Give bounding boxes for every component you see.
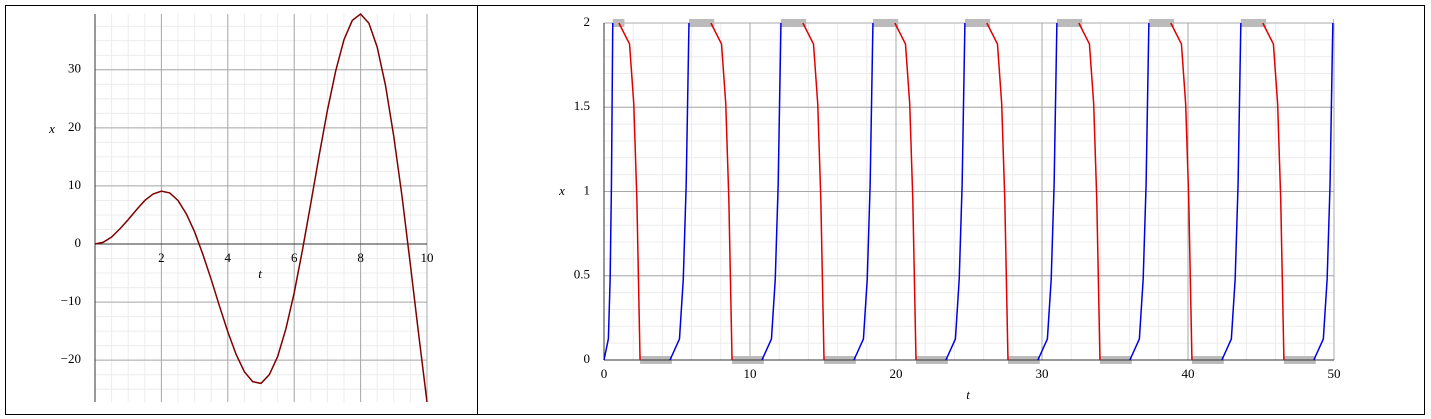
x-axis-label: t bbox=[258, 266, 262, 281]
x-tick-label: 20 bbox=[890, 366, 903, 381]
x-tick-label: 40 bbox=[1182, 366, 1195, 381]
event-band bbox=[612, 19, 625, 27]
y-tick-label: 10 bbox=[68, 177, 81, 192]
y-tick-label: −10 bbox=[61, 293, 81, 308]
event-band bbox=[1332, 19, 1334, 27]
y-tick-label: 1.5 bbox=[574, 98, 590, 113]
y-axis-label: x bbox=[48, 121, 55, 136]
x-tick-label: 30 bbox=[1036, 366, 1049, 381]
panel-frame bbox=[477, 5, 1425, 415]
event-band bbox=[1056, 19, 1083, 27]
x-tick-label: 8 bbox=[357, 250, 364, 265]
event-band bbox=[1148, 19, 1175, 27]
y-tick-label: −20 bbox=[61, 351, 81, 366]
x-axis-label: t bbox=[966, 387, 970, 402]
y-tick-label: 20 bbox=[68, 119, 81, 134]
event-band bbox=[1240, 19, 1267, 27]
x-tick-label: 10 bbox=[421, 250, 434, 265]
data-line bbox=[618, 22, 1285, 361]
data-line bbox=[94, 12, 428, 403]
y-tick-label: 1 bbox=[584, 182, 591, 197]
y-tick-label: 0.5 bbox=[574, 267, 590, 282]
y-tick-label: 0 bbox=[75, 235, 82, 250]
x-tick-label: 4 bbox=[225, 250, 232, 265]
event-band bbox=[872, 19, 899, 27]
event-band bbox=[688, 19, 715, 27]
data-line bbox=[603, 22, 1334, 361]
y-tick-label: 0 bbox=[584, 351, 591, 366]
x-tick-label: 50 bbox=[1328, 366, 1341, 381]
event-band bbox=[780, 19, 807, 27]
x-tick-label: 0 bbox=[601, 366, 608, 381]
y-tick-label: 2 bbox=[584, 14, 591, 29]
y-tick-label: 30 bbox=[68, 61, 81, 76]
x-tick-label: 10 bbox=[744, 366, 757, 381]
y-axis-label: x bbox=[558, 183, 565, 198]
event-band bbox=[964, 19, 991, 27]
x-tick-label: 6 bbox=[291, 250, 298, 265]
x-tick-label: 2 bbox=[158, 250, 165, 265]
